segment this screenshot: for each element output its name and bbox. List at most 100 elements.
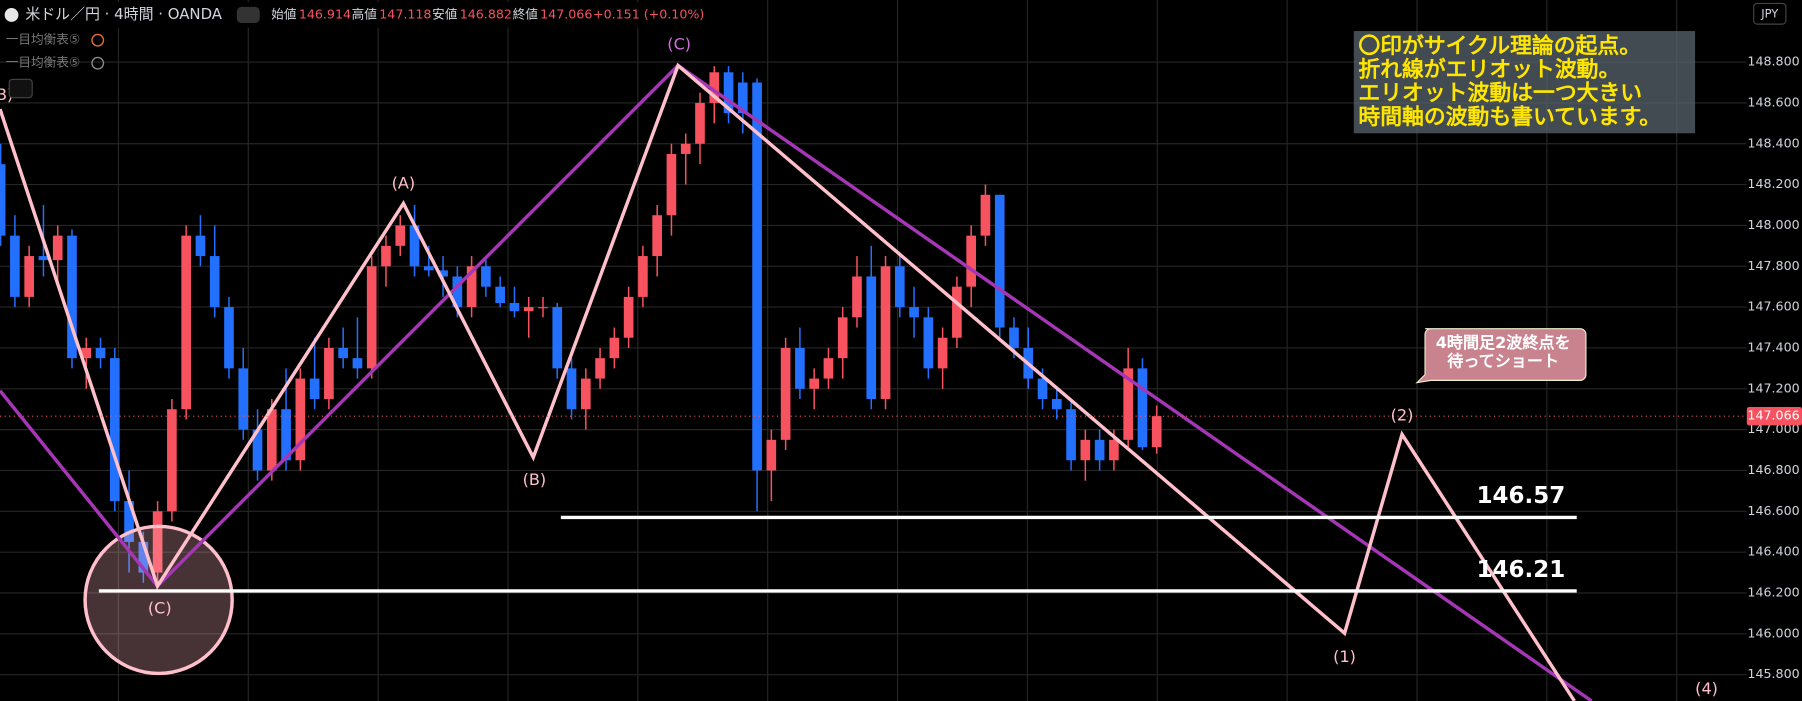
candle-body — [609, 337, 620, 359]
price-axis — [1746, 0, 1802, 701]
y-tick-label: 146.800 — [1747, 462, 1799, 477]
y-tick-label: 147.600 — [1747, 299, 1799, 314]
candle-body — [495, 286, 505, 304]
y-tick-label: 148.800 — [1747, 54, 1799, 69]
y-tick-label: 148.200 — [1747, 176, 1799, 191]
candle-body — [409, 225, 420, 267]
candle-body — [966, 235, 976, 287]
wave-label: (C) — [667, 34, 691, 53]
candle-body — [281, 409, 291, 461]
candle-body — [10, 235, 20, 297]
candle-body — [880, 266, 891, 399]
candle-body — [1094, 439, 1105, 461]
candle-body — [295, 378, 306, 461]
candle-body — [38, 256, 49, 261]
candle-body — [1037, 378, 1048, 399]
candle-body — [509, 303, 520, 312]
candle-body — [338, 347, 348, 359]
candle-body — [67, 235, 77, 359]
candle-body — [766, 439, 777, 471]
candle-body — [81, 347, 92, 359]
candle-body — [266, 409, 277, 471]
visibility-icon — [91, 56, 105, 70]
labels: 146.57146.21B)(C)(A)(B)(C)(1)(2)(4)〇印がサイ… — [0, 2, 1747, 698]
collapse-btn — [8, 78, 33, 99]
candle-body — [224, 307, 234, 369]
candle-body — [737, 82, 748, 114]
candle-body — [1137, 368, 1148, 448]
candle-body — [795, 347, 805, 389]
last-price-tag — [1746, 406, 1802, 426]
candle-body — [652, 215, 662, 257]
candle-body — [709, 72, 720, 103]
candle-body — [623, 296, 634, 338]
candle-body — [52, 235, 63, 261]
callout-line: 待ってショート — [1447, 351, 1559, 370]
candle-body — [95, 347, 106, 359]
candle-body — [538, 307, 548, 309]
symbol-icon — [4, 8, 19, 22]
candle-body — [980, 194, 991, 236]
candle-body — [1066, 409, 1076, 461]
wave-label: (A) — [392, 173, 416, 192]
candle-body — [580, 378, 591, 410]
candle-body — [366, 266, 377, 369]
y-tick-label: 146.600 — [1747, 503, 1799, 518]
candle-body — [780, 347, 791, 440]
header-bg — [0, 2, 690, 28]
ohlc-value: 147.066 — [540, 6, 592, 21]
candle-body — [481, 266, 491, 287]
wave-label: (C) — [148, 599, 172, 618]
y-tick-label: 147.200 — [1747, 380, 1799, 395]
candle-body — [209, 256, 220, 308]
y-tick-label: 148.400 — [1747, 135, 1799, 150]
wave-label: (4) — [1695, 679, 1718, 698]
candle-body — [1123, 368, 1133, 440]
candle-body — [552, 307, 563, 369]
candle-body — [423, 266, 434, 271]
candle-body — [695, 102, 705, 144]
candle-body — [181, 235, 191, 410]
callout-box — [1415, 328, 1587, 384]
candle-body — [252, 429, 263, 471]
note-line: 〇印がサイクル理論の起点。 — [1358, 33, 1641, 59]
candle-body — [837, 317, 848, 359]
candle-body — [395, 225, 406, 246]
candle-body — [595, 358, 605, 379]
wave-label: (1) — [1333, 647, 1356, 666]
ohlc-value: 147.118 — [379, 6, 431, 21]
candle-body — [909, 307, 919, 318]
dots-btn — [236, 6, 260, 23]
candle-body — [1109, 439, 1119, 461]
y-tick-label: 147.400 — [1747, 339, 1799, 354]
change: +0.151 (+0.10%) — [593, 6, 704, 21]
y-tick-label: 147.800 — [1747, 258, 1799, 273]
level-label: 146.57 — [1477, 483, 1566, 509]
candle-body — [666, 153, 677, 216]
candle-body — [238, 368, 249, 430]
wave-label: (B) — [523, 470, 547, 489]
candle-body — [309, 378, 320, 399]
candle-body — [852, 276, 862, 318]
trend-line — [0, 63, 1593, 701]
candle-body — [937, 337, 948, 369]
currency: JPY — [1760, 6, 1779, 20]
candle-body — [152, 511, 163, 573]
y-tick-label: 148.600 — [1747, 94, 1799, 109]
elliott-wave — [0, 62, 1576, 701]
ohlc-label: 終値 — [513, 6, 539, 21]
y-tick-label: 148.000 — [1747, 217, 1799, 232]
axis: 145.800 146.000 146.200 146.400 146.600 146.8… — [1746, 2, 1802, 681]
y-tick-label: 146.000 — [1747, 625, 1799, 640]
ohlc-value: 146.914 — [299, 6, 351, 21]
candles — [0, 66, 1162, 583]
candle-body — [1009, 327, 1019, 348]
indicator-label: 一目均衡表⑤ — [6, 55, 80, 70]
candle-body — [352, 358, 363, 369]
ohlc-label: 始値 — [271, 6, 297, 21]
candle-body — [866, 276, 877, 399]
candle-body — [952, 286, 962, 338]
last-price-label: 147.066 — [1747, 408, 1799, 423]
